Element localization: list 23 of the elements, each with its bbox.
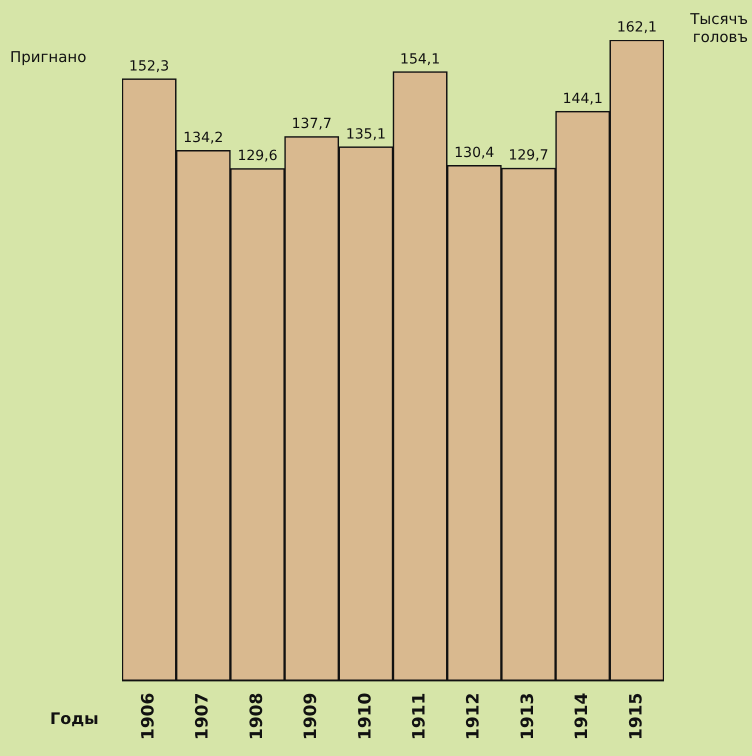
x-tick-label: 1912 <box>464 692 484 740</box>
data-label: 129,6 <box>237 148 278 164</box>
data-label: 152,3 <box>129 58 170 74</box>
data-label: 144,1 <box>562 90 603 107</box>
y-axis-title: Пригнано <box>10 48 86 66</box>
x-tick-label: 1906 <box>138 692 159 740</box>
x-tick-label: 1915 <box>626 692 646 740</box>
x-tick-label: 1907 <box>192 692 213 740</box>
x-tick-label: 1908 <box>246 692 267 740</box>
data-label: 135,1 <box>346 126 386 142</box>
data-label: 130,4 <box>454 144 494 161</box>
x-axis-title: Годы <box>50 709 99 728</box>
data-label: 137,7 <box>292 116 332 132</box>
x-tick-label: 1909 <box>301 692 322 740</box>
text: Тысячъ головъ <box>689 10 748 46</box>
data-label: 154,1 <box>400 51 440 68</box>
data-label: 134,2 <box>183 130 224 146</box>
data-label: 162,1 <box>616 20 657 36</box>
data-label: 129,7 <box>508 148 549 164</box>
x-tick-label: 1911 <box>410 692 430 740</box>
x-tick-label: 1914 <box>572 692 592 740</box>
x-tick-label: 1913 <box>518 692 538 740</box>
x-tick-label: 1910 <box>355 692 376 740</box>
